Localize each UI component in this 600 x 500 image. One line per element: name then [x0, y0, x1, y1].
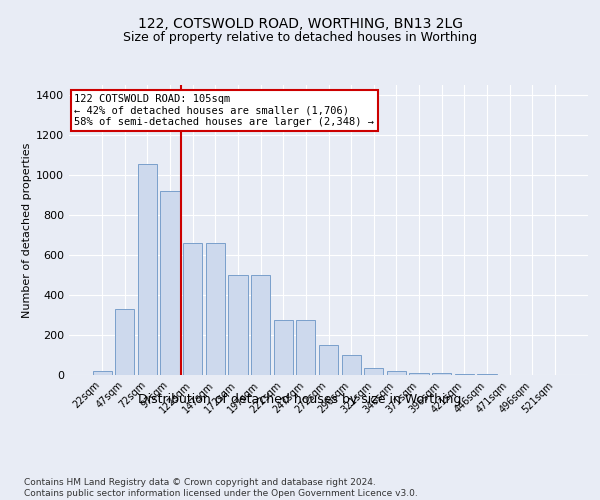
Bar	[160, 191, 180, 375]
Bar	[364, 368, 383, 375]
Bar	[432, 373, 451, 375]
Text: Size of property relative to detached houses in Worthing: Size of property relative to detached ho…	[123, 31, 477, 44]
Bar	[319, 345, 338, 375]
Bar	[251, 275, 270, 375]
Bar	[455, 374, 474, 375]
Bar	[409, 373, 428, 375]
Text: 122, COTSWOLD ROAD, WORTHING, BN13 2LG: 122, COTSWOLD ROAD, WORTHING, BN13 2LG	[137, 18, 463, 32]
Bar	[229, 275, 248, 375]
Bar	[183, 243, 202, 375]
Bar	[92, 371, 112, 375]
Text: Contains HM Land Registry data © Crown copyright and database right 2024.
Contai: Contains HM Land Registry data © Crown c…	[24, 478, 418, 498]
Y-axis label: Number of detached properties: Number of detached properties	[22, 142, 32, 318]
Bar	[274, 320, 293, 375]
Text: 122 COTSWOLD ROAD: 105sqm
← 42% of detached houses are smaller (1,706)
58% of se: 122 COTSWOLD ROAD: 105sqm ← 42% of detac…	[74, 94, 374, 127]
Bar	[477, 374, 497, 375]
Bar	[341, 355, 361, 375]
Bar	[138, 164, 157, 375]
Bar	[115, 309, 134, 375]
Text: Distribution of detached houses by size in Worthing: Distribution of detached houses by size …	[139, 392, 461, 406]
Bar	[296, 320, 316, 375]
Bar	[387, 371, 406, 375]
Bar	[206, 243, 225, 375]
